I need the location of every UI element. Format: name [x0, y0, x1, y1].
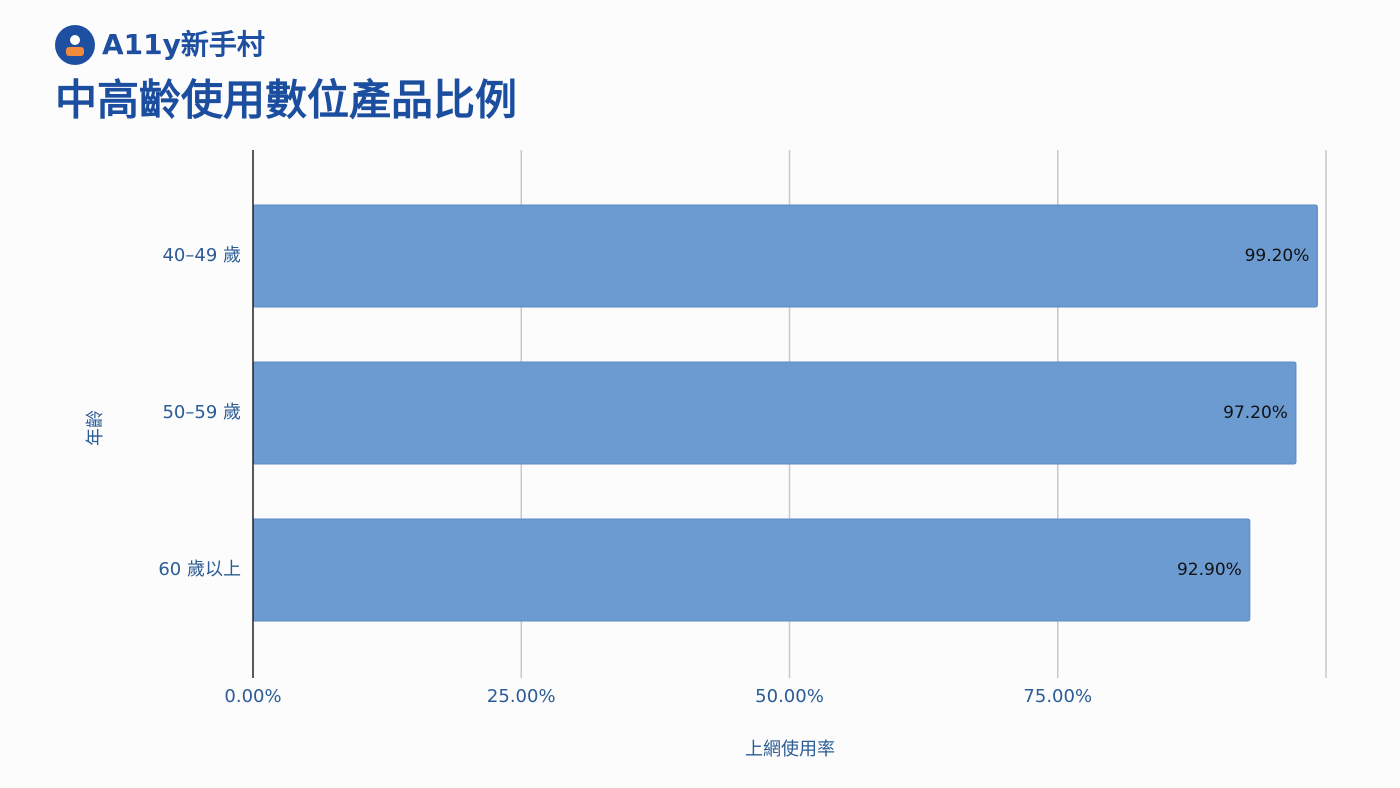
x-axis-label: 上網使用率 [745, 739, 835, 760]
x-tick-label: 25.00% [487, 686, 556, 707]
y-axis-label: 年齡 [85, 410, 106, 446]
x-tick-label: 0.00% [224, 686, 281, 707]
bar [252, 204, 1318, 308]
x-tick-label: 75.00% [1023, 686, 1092, 707]
value-label: 92.90% [1177, 560, 1242, 580]
x-tick-label: 50.00% [755, 686, 824, 707]
bar [252, 361, 1297, 465]
y-tick-label: 60 歲以上 [158, 559, 241, 580]
chart-title: 中高齡使用數位產品比例 [55, 76, 517, 125]
logo [55, 25, 95, 65]
value-label: 99.20% [1245, 246, 1310, 266]
bar [252, 518, 1251, 622]
value-label: 97.20% [1223, 403, 1288, 423]
y-tick-label: 50–59 歲 [162, 402, 241, 423]
y-tick-label: 40–49 歲 [162, 245, 241, 266]
brand: A11y新手村 [102, 28, 265, 61]
